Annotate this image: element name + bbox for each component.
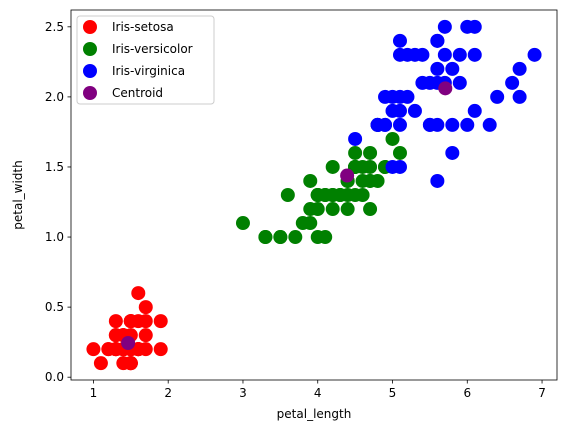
point-iris-versicolor-42 (311, 202, 325, 216)
point-iris-setosa-44 (154, 314, 168, 328)
x-tick-label: 3 (239, 386, 247, 400)
x-tick-label: 6 (463, 386, 471, 400)
legend-label: Iris-virginica (112, 64, 185, 78)
point-iris-virginica-44 (400, 48, 414, 62)
point-iris-virginica-14 (393, 34, 407, 48)
point-iris-setosa-31 (124, 314, 138, 328)
point-iris-virginica-25 (460, 118, 474, 132)
point-iris-versicolor-48 (236, 216, 250, 230)
point-iris-virginica-9 (468, 20, 482, 34)
point-iris-setosa-24 (154, 342, 168, 356)
point-iris-virginica-5 (505, 76, 519, 90)
point-centroid-1 (340, 169, 354, 183)
legend-label: Iris-versicolor (112, 42, 193, 56)
point-iris-virginica-18 (528, 48, 542, 62)
point-iris-versicolor-23 (363, 202, 377, 216)
point-iris-setosa-13 (94, 356, 108, 370)
point-iris-virginica-33 (393, 160, 407, 174)
point-iris-virginica-30 (468, 104, 482, 118)
point-iris-setosa-37 (124, 356, 138, 370)
point-iris-versicolor-26 (371, 174, 385, 188)
x-tick-label: 7 (538, 386, 546, 400)
point-iris-versicolor-17 (318, 230, 332, 244)
y-tick-label: 1.5 (45, 160, 64, 174)
point-iris-versicolor-30 (296, 216, 310, 230)
point-iris-versicolor-14 (281, 188, 295, 202)
point-iris-virginica-8 (445, 118, 459, 132)
point-iris-versicolor-27 (386, 132, 400, 146)
point-iris-virginica-45 (386, 104, 400, 118)
point-iris-virginica-4 (445, 62, 459, 76)
point-iris-virginica-32 (430, 62, 444, 76)
point-iris-versicolor-11 (326, 160, 340, 174)
point-iris-virginica-22 (513, 90, 527, 104)
legend-marker (83, 64, 97, 78)
point-iris-virginica-48 (393, 118, 407, 132)
point-iris-virginica-42 (453, 48, 467, 62)
point-iris-virginica-20 (438, 48, 452, 62)
point-iris-virginica-43 (438, 20, 452, 34)
point-iris-virginica-21 (378, 90, 392, 104)
y-tick-label: 0.5 (45, 300, 64, 314)
point-centroid-0 (121, 336, 135, 350)
point-iris-setosa-22 (86, 342, 100, 356)
point-iris-versicolor-43 (258, 230, 272, 244)
point-iris-versicolor-6 (363, 146, 377, 160)
point-iris-virginica-6 (348, 132, 362, 146)
point-iris-virginica-39 (415, 76, 429, 90)
x-tick-label: 2 (164, 386, 172, 400)
point-iris-virginica-46 (400, 90, 414, 104)
point-iris-versicolor-36 (363, 160, 377, 174)
point-iris-virginica-35 (468, 48, 482, 62)
point-iris-setosa-18 (139, 328, 153, 342)
point-iris-virginica-11 (408, 104, 422, 118)
point-iris-versicolor-29 (273, 230, 287, 244)
point-iris-versicolor-8 (356, 188, 370, 202)
legend-marker (83, 42, 97, 56)
point-iris-versicolor-47 (333, 188, 347, 202)
point-iris-virginica-34 (430, 174, 444, 188)
point-iris-virginica-7 (483, 118, 497, 132)
x-tick-label: 4 (314, 386, 322, 400)
point-iris-virginica-29 (445, 146, 459, 160)
point-iris-virginica-17 (513, 62, 527, 76)
y-tick-label: 2.0 (45, 90, 64, 104)
point-iris-virginica-37 (423, 118, 437, 132)
point-iris-setosa-16 (109, 314, 123, 328)
point-iris-setosa-43 (131, 286, 145, 300)
point-iris-virginica-31 (490, 90, 504, 104)
legend: Iris-setosa Iris-versicolor Iris-virginica… (77, 16, 214, 104)
point-iris-versicolor-9 (303, 174, 317, 188)
y-axis-label: petal_width (11, 160, 25, 229)
point-iris-versicolor-41 (356, 174, 370, 188)
legend-marker (83, 20, 97, 34)
point-iris-virginica-2 (453, 76, 467, 90)
y-tick-label: 1.0 (45, 230, 64, 244)
x-tick-label: 5 (389, 386, 397, 400)
point-iris-virginica-47 (415, 48, 429, 62)
x-tick-label: 1 (90, 386, 98, 400)
point-iris-versicolor-40 (341, 202, 355, 216)
legend-label: Iris-setosa (112, 20, 174, 34)
point-iris-virginica-40 (430, 34, 444, 48)
point-iris-versicolor-33 (393, 146, 407, 160)
point-iris-setosa-23 (139, 300, 153, 314)
legend-marker (83, 86, 97, 100)
point-iris-virginica-38 (371, 118, 385, 132)
point-iris-versicolor-31 (288, 230, 302, 244)
point-iris-versicolor-45 (326, 202, 340, 216)
y-tick-label: 0.0 (45, 370, 64, 384)
x-axis-label: petal_length (277, 407, 352, 421)
point-centroid-2 (438, 81, 452, 95)
point-iris-versicolor-49 (318, 188, 332, 202)
y-tick-label: 2.5 (45, 20, 64, 34)
legend-label: Centroid (112, 86, 163, 100)
point-iris-versicolor-35 (348, 146, 362, 160)
